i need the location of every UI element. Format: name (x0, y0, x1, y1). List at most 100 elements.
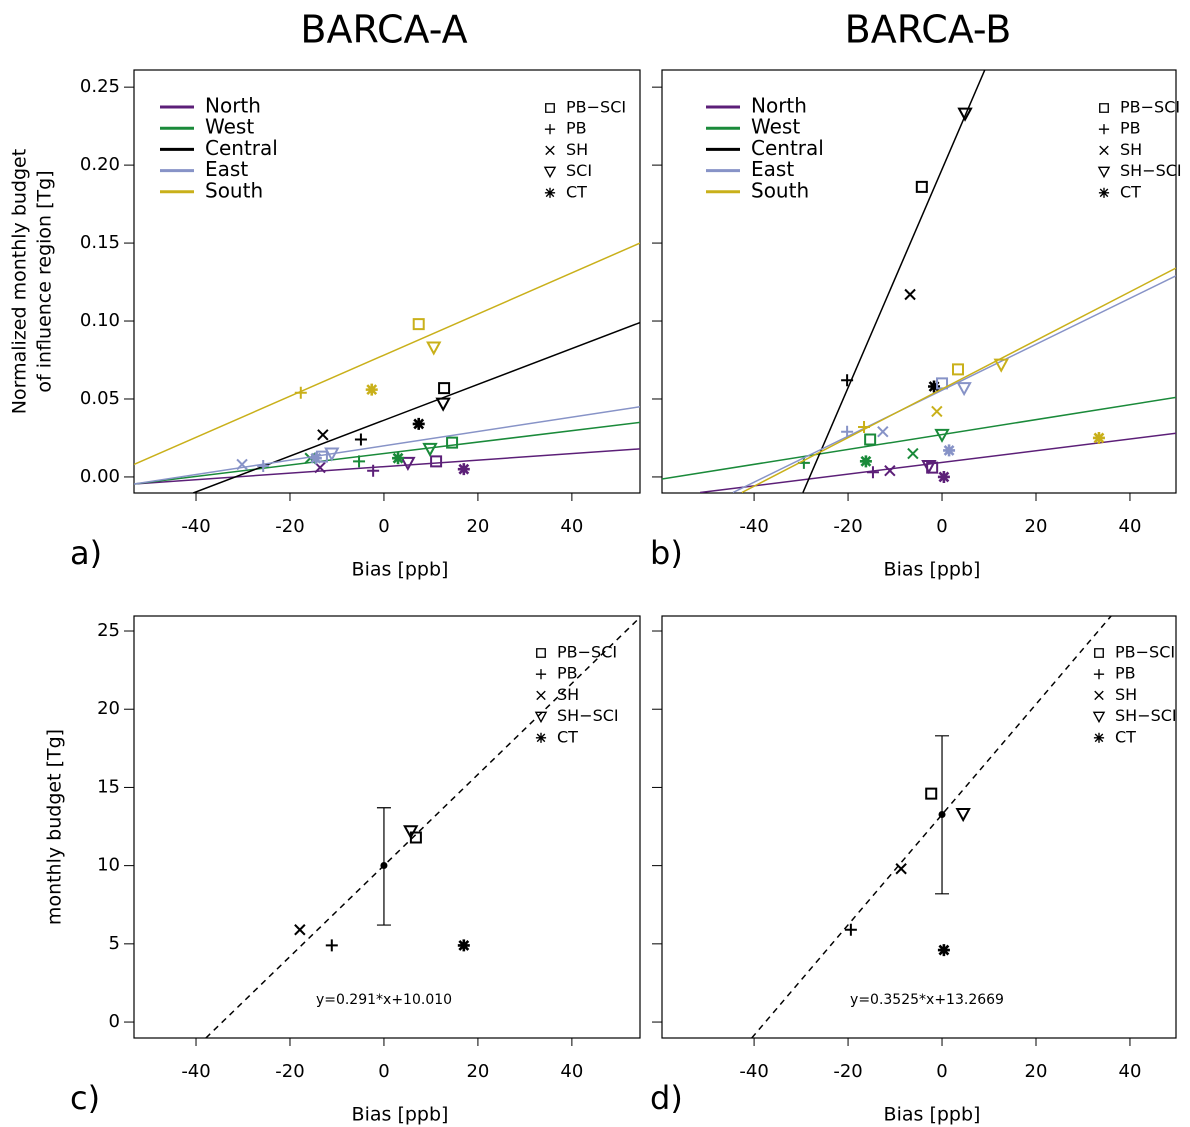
plot-area (751, 616, 1112, 1038)
panel-title: BARCA-A (300, 8, 467, 52)
data-point (354, 433, 367, 446)
plot-area (662, 70, 1176, 493)
legend-symbol (543, 166, 557, 179)
panel: BARCA-A a) Bias [ppb] Normalized monthly bu… (9, 8, 641, 581)
data-point (438, 382, 451, 395)
data-point (430, 455, 443, 468)
x-axis-label: Bias [ppb] (884, 1104, 981, 1126)
panel-title: BARCA-B (845, 8, 1012, 52)
legend-label: PB−SCI (557, 643, 617, 662)
legend-label: CT (566, 182, 587, 201)
data-point (904, 288, 916, 301)
legend-symbol (1093, 732, 1105, 743)
data-point (257, 460, 270, 473)
x-tick-label: 40 (1119, 1061, 1142, 1082)
legend-symbol (1093, 669, 1105, 680)
x-tick-label: 20 (466, 516, 489, 537)
data-point (884, 464, 896, 477)
legend-symbol (1097, 166, 1111, 179)
panel: d) Bias [ppb] -40 -20 0 20 40 y=0.3525*x+13.266… (650, 615, 1177, 1126)
legend-label: CT (1120, 182, 1141, 201)
legend-symbol (544, 124, 556, 135)
mean-point (380, 861, 388, 869)
fit-line (134, 448, 640, 485)
data-point (400, 456, 416, 471)
data-point (412, 417, 425, 430)
legend-label: CT (557, 727, 578, 746)
legend-symbol (536, 690, 546, 701)
panel-label: c) (70, 1079, 100, 1117)
data-point (392, 452, 405, 465)
plot-area (205, 616, 640, 1038)
data-point (921, 460, 937, 475)
data-point (841, 425, 854, 438)
legend-symbol (535, 669, 547, 680)
legend-label: SCI (566, 161, 592, 180)
y-tick-label: 20 (97, 698, 120, 719)
legend-label: PB−SCI (566, 98, 626, 117)
data-point (294, 924, 306, 936)
data-point (446, 436, 459, 449)
legend-label: PB (1120, 119, 1141, 138)
plot-frame (661, 615, 1177, 1039)
data-point (367, 464, 380, 477)
y-tick-label: 5 (109, 933, 120, 954)
legend-label: SH (1120, 140, 1142, 159)
legend-symbol (1094, 690, 1104, 701)
data-point (928, 380, 941, 393)
data-point (457, 463, 470, 476)
data-point (915, 180, 928, 193)
legend-label: PB (1115, 664, 1136, 683)
y-tick-label: 0.20 (80, 154, 120, 175)
data-point (864, 433, 877, 446)
data-point (937, 944, 950, 957)
y-tick-label: 0.10 (80, 310, 120, 331)
legend-label: Central (751, 136, 824, 160)
data-point (325, 939, 338, 952)
data-point (435, 397, 451, 412)
legend-symbol (545, 103, 555, 113)
x-tick-label: -40 (739, 516, 768, 537)
fit-line (741, 267, 1176, 493)
data-point (409, 831, 422, 844)
legend-symbol (1092, 711, 1106, 724)
legend-label: SH (557, 685, 579, 704)
x-axis-label: Bias [ppb] (352, 559, 449, 581)
y-tick-label: 0.15 (80, 232, 120, 253)
legend-label: CT (1115, 727, 1136, 746)
y-tick-label: 0.00 (80, 466, 120, 487)
panel: c) Bias [ppb] monthly budget [Tg] -40 -20 0 20… (44, 615, 641, 1126)
legend-label: PB−SCI (1115, 643, 1175, 662)
plot-frame (133, 69, 641, 494)
legend-label: South (751, 178, 809, 202)
data-point (317, 429, 329, 441)
legend-label: SH (566, 140, 588, 159)
data-point (951, 363, 964, 376)
fit-equation: y=0.291*x+10.010 (316, 992, 452, 1008)
plot-frame (133, 615, 641, 1039)
data-point (859, 455, 872, 468)
legend-label: PB (557, 664, 578, 683)
data-point (934, 428, 950, 443)
legend-label: SH (1115, 685, 1137, 704)
legend-symbol (544, 187, 556, 198)
fit-line (662, 396, 1176, 480)
data-point (931, 405, 943, 418)
x-tick-label: 40 (560, 1061, 583, 1082)
legend-label: PB−SCI (1120, 98, 1180, 117)
data-point (422, 442, 438, 457)
data-point (858, 421, 871, 434)
y-tick-label: 0 (109, 1011, 120, 1032)
legend-label: SH−SCI (557, 706, 619, 725)
plot-area (134, 242, 640, 493)
data-point (314, 461, 326, 474)
data-point (841, 374, 854, 387)
legend-label: West (751, 115, 800, 139)
legend-symbol (1099, 103, 1109, 113)
x-tick-label: 0 (936, 1061, 947, 1082)
data-point (236, 458, 248, 471)
fit-equation: y=0.3525*x+13.2669 (850, 992, 1004, 1008)
legend-label: East (205, 157, 248, 181)
fit-line (732, 275, 1176, 493)
